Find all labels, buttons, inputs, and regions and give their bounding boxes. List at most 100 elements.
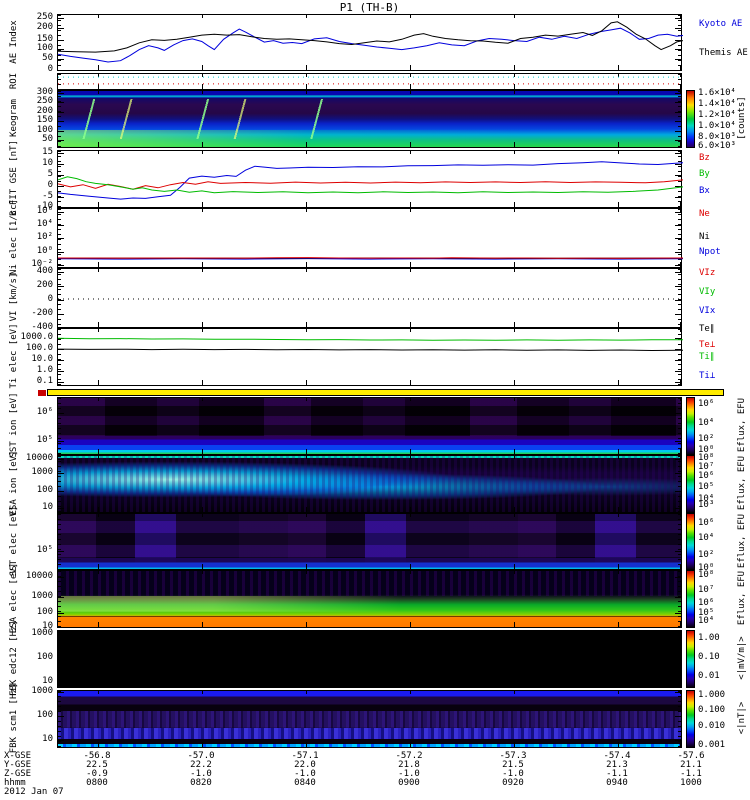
x-tick [680,209,681,212]
y-tick [675,131,681,133]
y-tick-label: 10000 [25,452,53,463]
y-tick-label: 100 [36,43,53,54]
x-tick [98,91,99,94]
x-tick [680,682,681,687]
y-tick-label: 10 [42,157,53,168]
panel-ae [57,14,683,71]
x-tick [202,269,203,272]
x-tick [680,151,681,154]
colorbar-label: 1.6×10⁴ [698,87,736,98]
x-tick [202,91,203,94]
y-tick [58,551,64,553]
legend-VIx: VIx [699,306,716,317]
panel-sstelec [57,513,682,570]
y-tick-label: 5 [47,168,53,179]
x-tick [98,682,99,687]
x-tick [618,329,619,332]
x-tick [618,74,619,77]
legend-Ne: Ne [699,209,710,219]
axis-row-label-X-GSE: X-GSE [4,751,32,761]
axis-value: 22.0 [294,760,316,770]
colorbar-label: 10⁸ [698,452,715,463]
x-tick [680,514,681,517]
series-Te-par [58,348,683,352]
x-tick [618,456,619,459]
x-tick [306,514,307,517]
series-plot-vi [58,298,683,300]
x-tick [202,622,203,627]
survey-mode-bar [47,389,724,396]
x-tick [98,742,99,747]
x-tick [410,262,411,267]
y-tick-label: 200 [36,22,53,33]
x-tick [514,209,515,212]
x-tick [306,15,307,18]
x-tick [410,449,411,454]
y-tick [675,370,681,372]
y-tick-label: 1.0 [36,364,53,375]
x-tick [680,449,681,454]
x-tick [306,398,307,401]
y-tick [58,285,64,287]
y-tick [675,692,681,694]
x-tick [410,380,411,385]
colorbar-label: 0.100 [698,705,726,716]
x-tick [202,84,203,89]
y-tick-label: 100.0 [25,342,53,353]
axis-value: -57.1 [291,751,319,761]
y-tick [58,627,64,629]
x-tick [514,15,515,18]
x-tick [306,65,307,70]
x-tick [514,74,515,77]
colorbar-label: 10⁶ [698,398,715,409]
y-tick [58,359,64,361]
y-tick-label: 50 [42,134,53,145]
x-tick [618,564,619,569]
survey-mode-marker [38,390,46,396]
x-tick [306,329,307,332]
x-tick [306,564,307,569]
y-tick-label: -200 [31,308,53,318]
y-tick-label: 10 [42,733,53,744]
x-tick [98,15,99,18]
colorbar-unit-fbk2: <|nT|> [737,701,747,735]
colorbar-label: 10⁶ [698,471,715,482]
axis-value: 22.5 [86,760,108,770]
colorbar-label: 10⁶ [698,598,715,609]
y-tick [58,715,64,717]
minor-ticks-left [58,209,61,267]
y-tick-label: 400 [36,266,53,276]
x-tick [306,91,307,94]
minor-ticks-left [58,514,61,569]
y-tick [58,381,64,383]
y-tick [58,612,64,614]
y-tick [58,576,64,578]
axis-row-label-hhmm: hhmm [4,778,26,788]
x-tick [98,262,99,267]
y-tick [58,212,64,213]
colorbar-label: 1.00 [698,633,720,644]
y-tick [58,300,64,302]
panel-sstion [57,397,682,455]
y-tick [58,121,64,123]
minor-ticks-right [678,398,681,454]
panel-vi [57,268,683,329]
y-tick [58,59,64,61]
series-Ne [58,257,683,259]
x-tick [98,398,99,401]
colorbar-esaion [686,455,695,513]
panel-esaion [57,455,682,513]
x-tick [410,84,411,89]
x-tick [680,15,681,18]
y-tick-label: 100 [36,709,53,720]
x-tick [680,262,681,267]
y-tick-label: 1000.0 [20,332,53,343]
x-tick [202,742,203,747]
x-tick [202,151,203,154]
y-tick [675,102,681,104]
colorbar-label: 10⁷ [698,584,715,595]
axis-value: -57.4 [603,751,631,761]
minor-ticks-left [58,398,61,454]
panel-ti [57,328,683,386]
x-tick [514,65,515,70]
